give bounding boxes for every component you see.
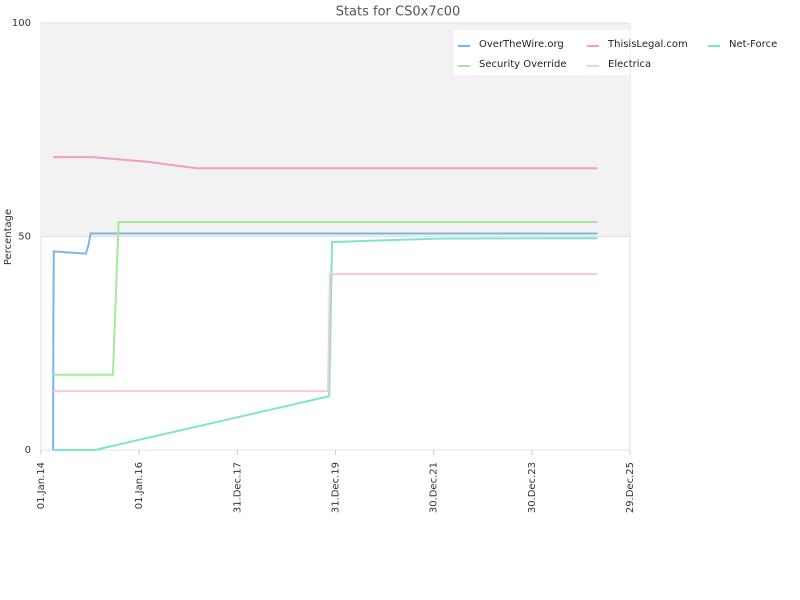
- x-tick-label: 31.Dec.19: [331, 462, 342, 513]
- series-line: [53, 273, 598, 393]
- legend-label: Net-Force: [729, 39, 777, 50]
- series-line: [53, 221, 598, 376]
- x-tick-label: 30.Dec.23: [527, 462, 538, 513]
- legend: OverTheWire.org ThisisLegal.com Net-Force S…: [454, 30, 777, 75]
- x-tick-label: 01.Jan.14: [36, 462, 47, 509]
- series-line: [53, 156, 598, 170]
- legend-label: ThisisLegal.com: [607, 39, 688, 50]
- legend-box: [454, 30, 630, 75]
- x-tick-label: 29.Dec.25: [625, 462, 636, 513]
- y-tick-label: 0: [25, 445, 31, 456]
- legend-label: OverTheWire.org: [479, 39, 564, 50]
- chart-title: Stats for CS0x7c00: [336, 5, 461, 20]
- x-tick-label: 01.Jan.16: [134, 462, 145, 509]
- y-tick-label: 50: [18, 232, 31, 243]
- legend-label: Electrica: [608, 59, 651, 70]
- series-line: [53, 237, 598, 451]
- series-line: [52, 232, 598, 451]
- x-tick-label: 30.Dec.21: [429, 462, 440, 513]
- y-tick-label: 100: [12, 18, 31, 29]
- legend-label: Security Override: [479, 59, 567, 70]
- x-tick-label: 31.Dec.17: [232, 462, 243, 513]
- y-axis-label: Percentage: [3, 209, 14, 265]
